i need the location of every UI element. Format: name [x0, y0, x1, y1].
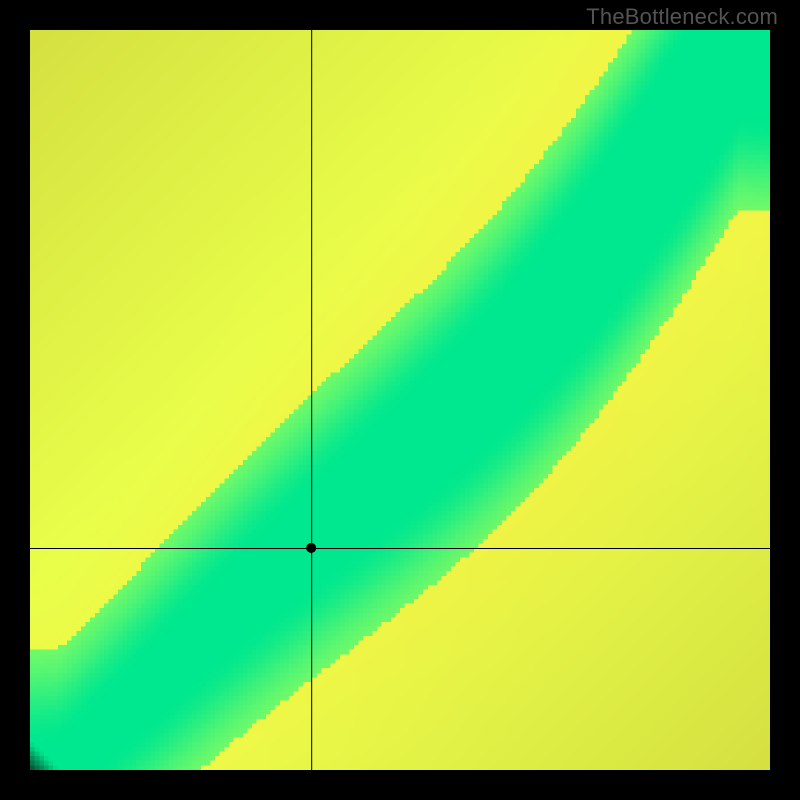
crosshair-overlay — [30, 30, 770, 770]
watermark-text: TheBottleneck.com — [586, 4, 778, 30]
chart-frame: TheBottleneck.com — [0, 0, 800, 800]
